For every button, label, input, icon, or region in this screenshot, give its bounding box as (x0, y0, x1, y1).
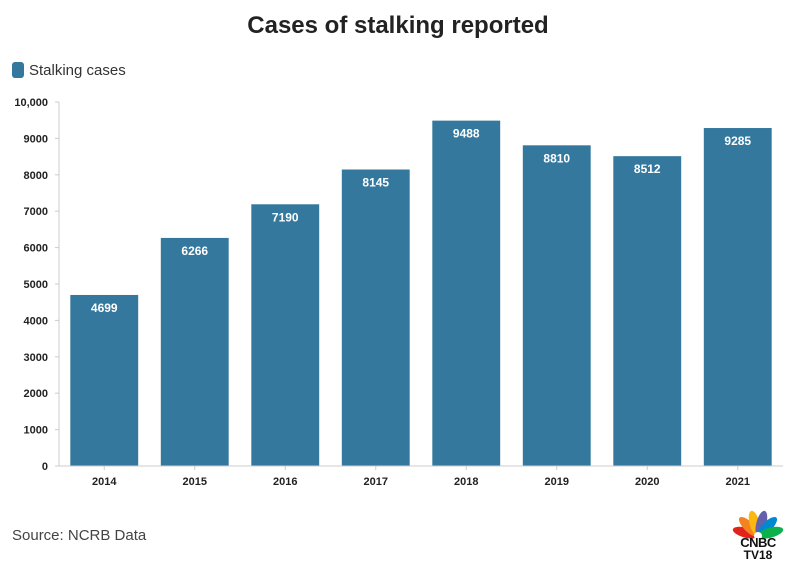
data-label: 9488 (453, 127, 480, 141)
source-note: Source: NCRB Data (12, 527, 147, 544)
bar (341, 169, 410, 466)
y-tick-label: 6000 (24, 243, 48, 255)
chart-title: Cases of stalking reported (247, 12, 549, 39)
bar (70, 294, 139, 466)
y-tick-label: 5000 (24, 279, 48, 291)
data-label: 6266 (181, 244, 208, 258)
y-tick-label: 1000 (24, 425, 48, 437)
bar (432, 120, 501, 466)
legend-label: Stalking cases (29, 61, 126, 79)
x-tick-label: 2015 (183, 476, 207, 488)
legend: Stalking cases (12, 60, 126, 80)
bar (251, 204, 320, 466)
logo-text: CNBC (740, 535, 776, 550)
y-tick-label: 8000 (24, 170, 48, 182)
x-tick-label: 2014 (92, 476, 117, 488)
x-tick-label: 2018 (454, 476, 478, 488)
y-axis: 0 1000 2000 3000 4000 5000 6000 7000 8000 9000 10,… (14, 97, 60, 473)
x-axis: 2014 2015 2016 2017 2018 2019 2020 2021 (59, 465, 783, 488)
data-label: 8145 (362, 176, 389, 190)
y-tick-label: 0 (42, 461, 48, 473)
y-tick-label: 3000 (24, 352, 48, 364)
data-label: 8512 (634, 162, 661, 176)
x-tick-label: 2017 (364, 476, 388, 488)
y-tick-label: 9000 (24, 133, 48, 145)
y-tick-label: 10,000 (14, 97, 48, 109)
x-tick-label: 2021 (726, 476, 750, 488)
legend-swatch (12, 62, 24, 78)
data-label: 7190 (272, 210, 299, 224)
x-tick-label: 2019 (545, 476, 569, 488)
y-tick-label: 4000 (24, 315, 48, 327)
cnbc-logo: CNBC TV18 (728, 506, 788, 570)
x-tick-label: 2020 (635, 476, 659, 488)
bar (160, 237, 229, 466)
data-label: 9285 (724, 134, 751, 148)
bar (522, 145, 591, 467)
y-tick-label: 7000 (24, 206, 48, 218)
bar (613, 156, 682, 466)
x-tick-label: 2016 (273, 476, 297, 488)
data-label: 8810 (543, 151, 570, 165)
peacock-icon (732, 510, 784, 540)
data-label: 4699 (91, 301, 118, 315)
logo-subtext: TV18 (743, 548, 773, 562)
y-tick-label: 2000 (24, 388, 48, 400)
bars: 4699 6266 7190 8145 9488 8810 8512 9285 (70, 120, 772, 467)
bar (703, 128, 772, 466)
